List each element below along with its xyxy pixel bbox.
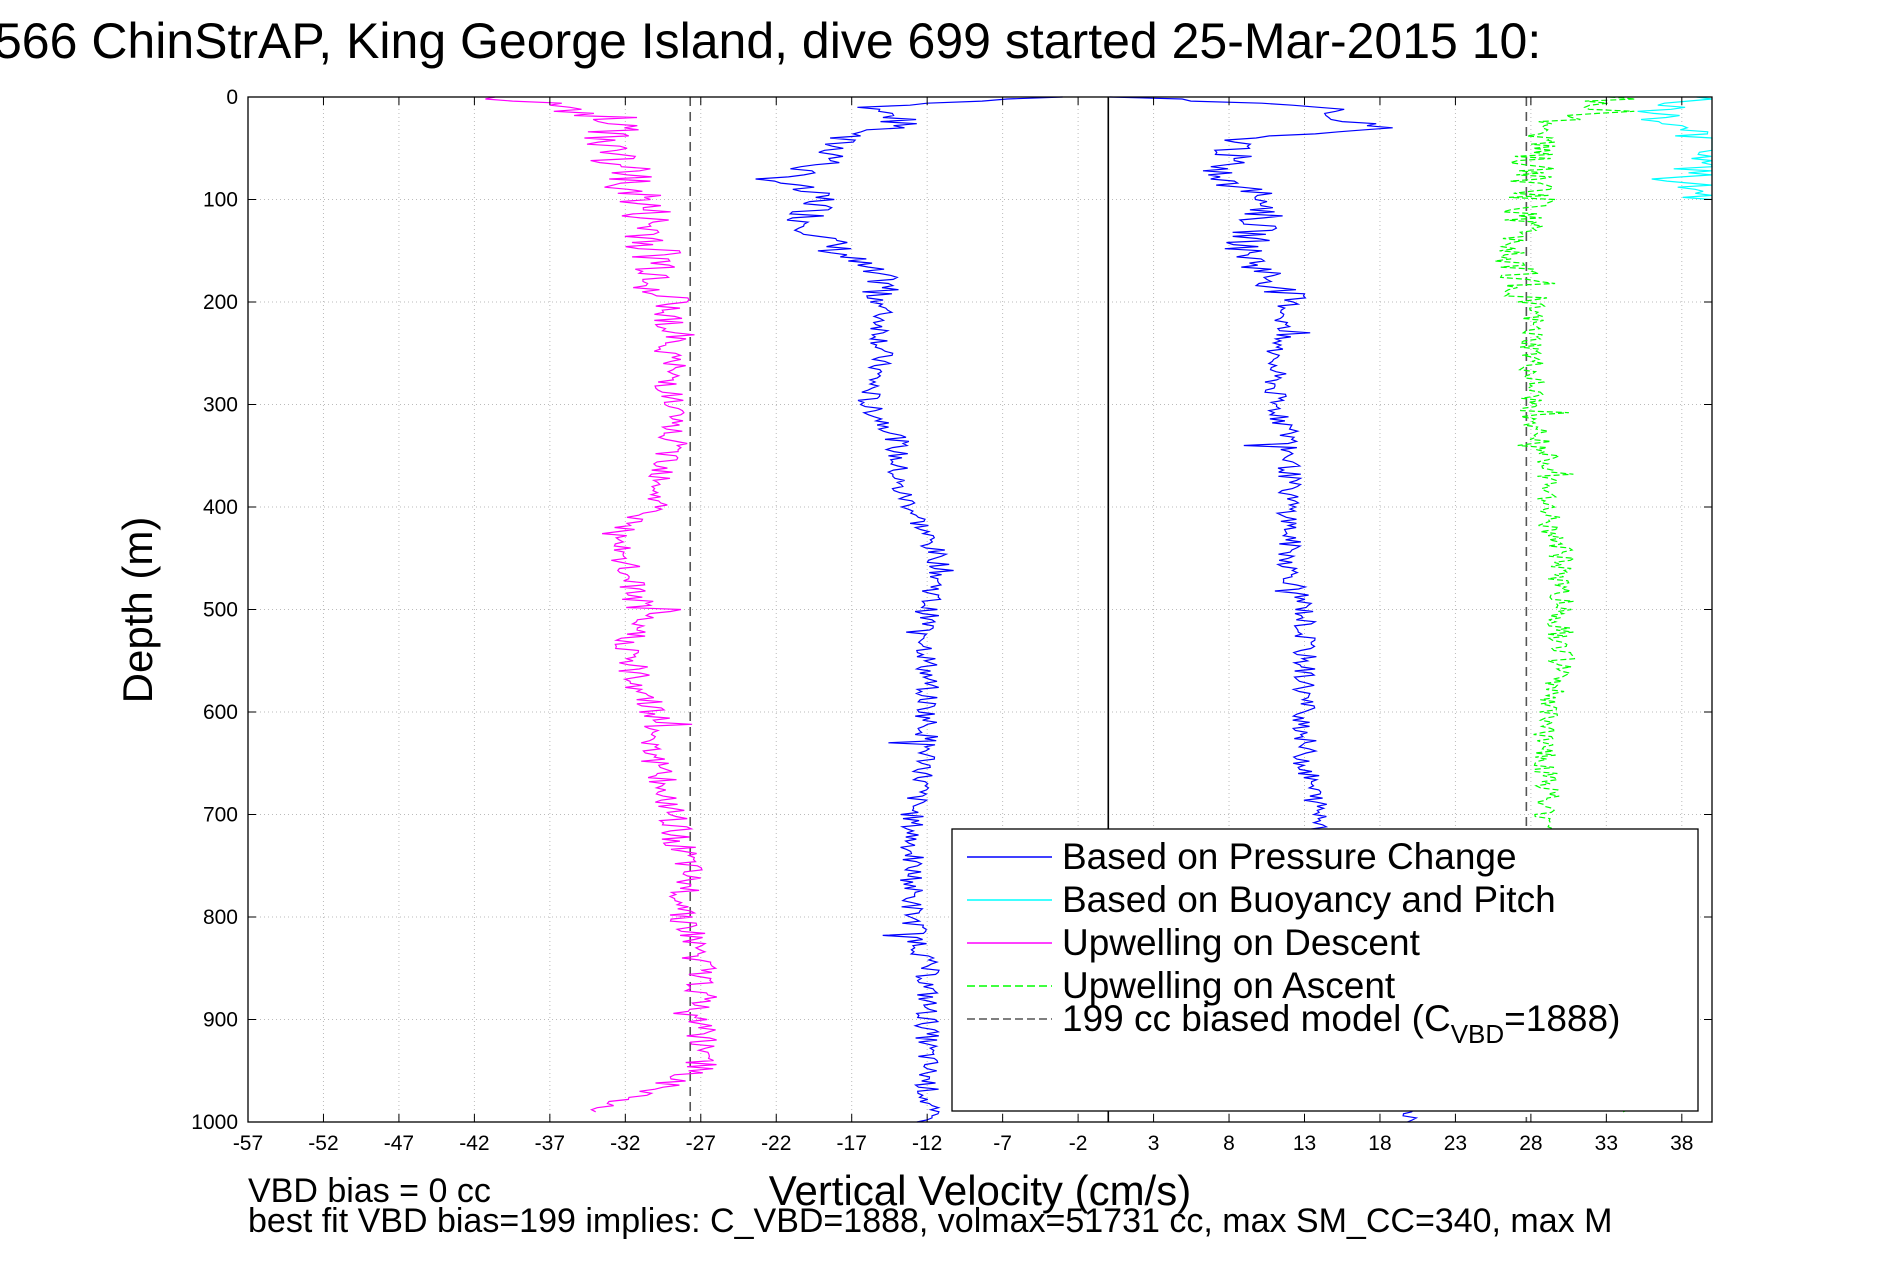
legend-entry: Based on Pressure Change	[1062, 836, 1517, 877]
x-tick-label: -7	[993, 1132, 1012, 1155]
y-tick-label: 0	[226, 86, 238, 109]
x-tick-label: -27	[686, 1132, 716, 1155]
grid-layer	[248, 97, 1712, 1122]
x-tick-label: -12	[912, 1132, 942, 1155]
legend-label: Upwelling on Descent	[1062, 922, 1421, 963]
upwelling-descent-line	[485, 96, 718, 1113]
vbd-bias-note: VBD bias = 0 cc	[248, 1172, 491, 1210]
y-tick-label: 200	[203, 291, 238, 314]
pressure-change-descent-line	[755, 96, 1063, 1123]
x-tick-label: -2	[1069, 1132, 1088, 1155]
y-tick-label: 500	[203, 599, 238, 622]
legend-label-tail: =1888)	[1504, 998, 1620, 1039]
legend-label: Upwelling on Ascent	[1062, 965, 1396, 1006]
y-tick-label: 400	[203, 496, 238, 519]
legend-label: Based on Pressure Change	[1062, 836, 1517, 877]
x-tick-label: -52	[308, 1132, 338, 1155]
x-tick-label: -47	[384, 1132, 414, 1155]
x-tick-label: 18	[1368, 1132, 1391, 1155]
legend-entry: Upwelling on Descent	[1062, 922, 1421, 963]
buoyancy-pitch-line	[1637, 96, 1713, 201]
y-tick-label: 900	[203, 1009, 238, 1032]
y-tick-label: 1000	[191, 1111, 238, 1134]
y-tick-label: 600	[203, 701, 238, 724]
y-tick-label: 800	[203, 906, 238, 929]
x-tick-label: 33	[1595, 1132, 1618, 1155]
x-tick-label: -17	[837, 1132, 867, 1155]
x-tick-label: 13	[1293, 1132, 1316, 1155]
x-tick-label: 3	[1148, 1132, 1160, 1155]
x-tick-label: -57	[233, 1132, 263, 1155]
chart-title: 566 ChinStrAP, King George Island, dive …	[0, 13, 1542, 69]
legend-label: Based on Buoyancy and Pitch	[1062, 879, 1556, 920]
x-tick-label: -32	[610, 1132, 640, 1155]
legend-label: 199 cc biased model (C	[1062, 998, 1451, 1039]
y-tick-label: 700	[203, 804, 238, 827]
best-fit-note: best fit VBD bias=199 implies: C_VBD=188…	[248, 1202, 1613, 1240]
x-tick-label: 28	[1519, 1132, 1542, 1155]
x-tick-label: -22	[761, 1132, 791, 1155]
x-tick-label: -37	[535, 1132, 565, 1155]
y-axis-label: Depth (m)	[114, 517, 161, 704]
legend-entry: Based on Buoyancy and Pitch	[1062, 879, 1556, 920]
x-tick-label: 8	[1223, 1132, 1235, 1155]
x-tick-label: 23	[1444, 1132, 1467, 1155]
legend-box	[951, 828, 1699, 1112]
legend-entry: 199 cc biased model (CVBD=1888)	[1062, 998, 1620, 1049]
legend-subscript: VBD	[1451, 1019, 1504, 1049]
y-tick-label: 100	[203, 189, 238, 212]
tick-layer: -57 -52 -47 -42 -37 -32 -27 -22 -17 -12 -7 -2 3 8 13 18…	[191, 86, 1712, 1155]
x-tick-label: -42	[459, 1132, 489, 1155]
legend-entry: Upwelling on Ascent	[1062, 965, 1396, 1006]
x-axis-label: Vertical Velocity (cm/s)	[769, 1167, 1191, 1214]
y-tick-label: 300	[203, 394, 238, 417]
x-tick-label: 38	[1670, 1132, 1693, 1155]
